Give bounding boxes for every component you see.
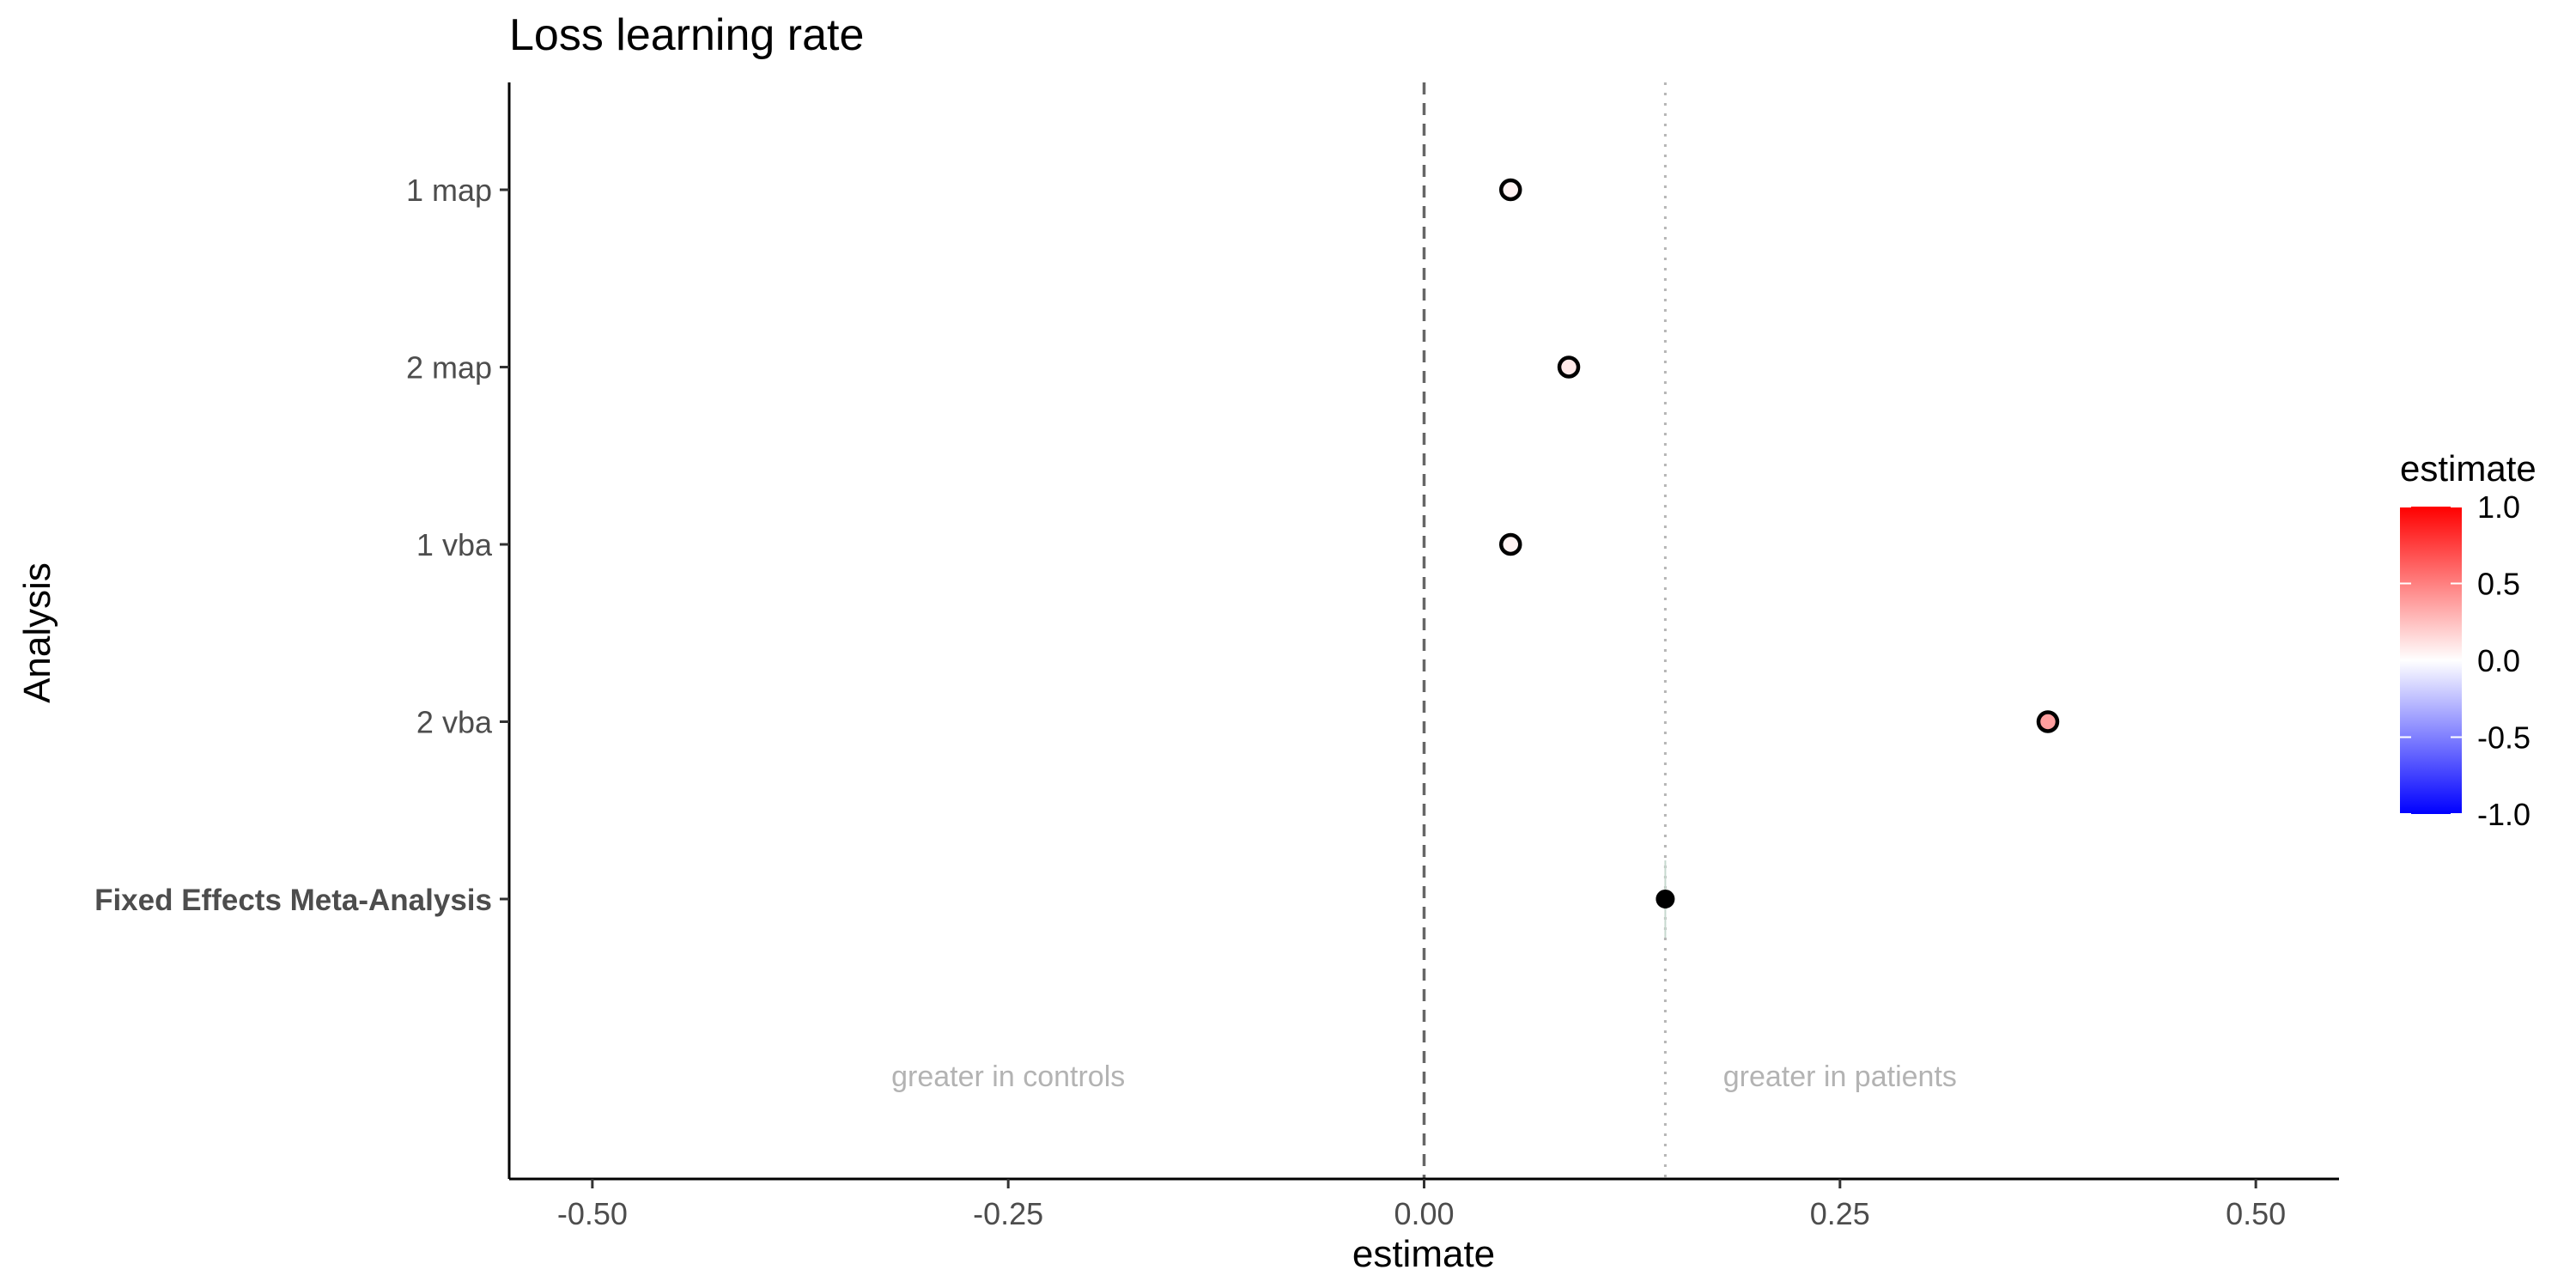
reference-lines bbox=[1422, 82, 1667, 1179]
y-tick-label: 1 vba bbox=[416, 527, 493, 562]
legend-tick-label: -0.5 bbox=[2477, 720, 2530, 756]
data-point bbox=[1498, 532, 1522, 556]
annotation-1: greater in patients bbox=[1723, 1060, 1957, 1093]
y-tick-label: Fixed Effects Meta-Analysis bbox=[94, 884, 492, 917]
x-tick-label: 0.25 bbox=[1810, 1196, 1870, 1231]
x-tick-label: 0.50 bbox=[2226, 1196, 2286, 1231]
data-points bbox=[1498, 178, 2060, 938]
legend-tick-label: 0.0 bbox=[2477, 643, 2520, 678]
legend-tick-label: -1.0 bbox=[2477, 797, 2530, 832]
y-tick-label: 2 vba bbox=[416, 705, 493, 740]
chart-title: Loss learning rate bbox=[509, 10, 864, 60]
data-point bbox=[2036, 710, 2060, 733]
x-tick-label: -0.50 bbox=[557, 1196, 628, 1231]
data-point bbox=[1656, 890, 1675, 908]
x-axis-label: estimate bbox=[1352, 1233, 1495, 1275]
legend-ticks: 1.0 0.5 0.0 -0.5 -1.0 bbox=[2400, 489, 2530, 832]
data-point bbox=[1557, 355, 1581, 379]
data-point bbox=[1498, 178, 1522, 202]
y-tick-label: 1 map bbox=[406, 173, 492, 208]
x-tick-label: -0.25 bbox=[973, 1196, 1043, 1231]
color-legend: estimate 1.0 0.5 0.0 -0.5 -1.0 bbox=[2400, 448, 2537, 832]
y-tick-label: 2 map bbox=[406, 350, 492, 386]
legend-title: estimate bbox=[2400, 448, 2537, 489]
x-axis-ticks: -0.50 -0.25 0.00 0.25 0.50 bbox=[557, 1179, 2286, 1231]
legend-tick-label: 0.5 bbox=[2477, 567, 2520, 602]
annotation-0: greater in controls bbox=[891, 1060, 1125, 1093]
x-tick-label: 0.00 bbox=[1394, 1196, 1454, 1231]
legend-tick-label: 1.0 bbox=[2477, 489, 2520, 525]
annotations: greater in controls greater in patients bbox=[891, 1060, 1957, 1093]
y-axis-ticks: 1 map 2 map 1 vba 2 vba Fixed Effects Meta-A… bbox=[94, 173, 509, 917]
y-axis-label: Analysis bbox=[16, 562, 58, 703]
